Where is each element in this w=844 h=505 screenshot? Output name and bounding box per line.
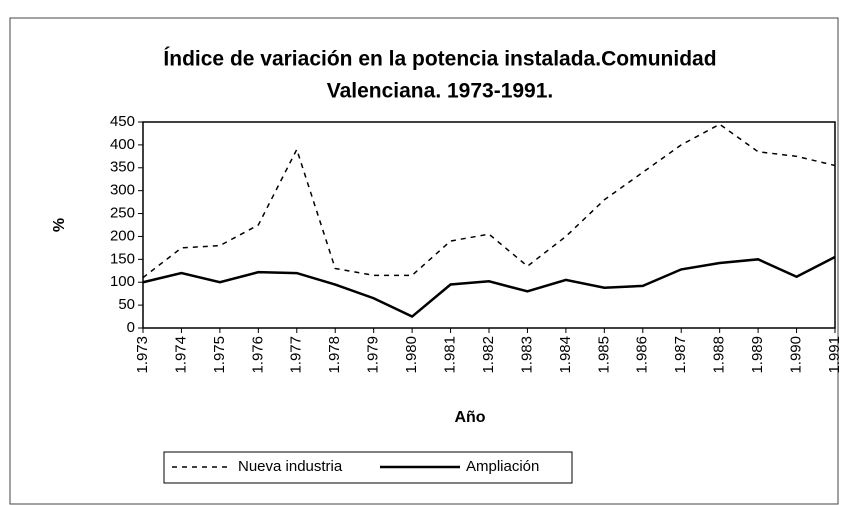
- x-tick-label: 1.988: [711, 336, 728, 374]
- x-tick-label: 1.979: [365, 336, 382, 374]
- y-tick-label: 250: [110, 205, 135, 222]
- y-tick-label: 400: [110, 136, 135, 153]
- y-tick-label: 300: [110, 182, 135, 199]
- legend-label: Nueva industria: [238, 458, 343, 475]
- x-tick-label: 1.985: [595, 336, 612, 374]
- x-tick-label: 1.981: [442, 336, 459, 374]
- chart-title: Índice de variación en la potencia insta…: [163, 48, 716, 71]
- y-tick-label: 150: [110, 250, 135, 267]
- data-line: [142, 255, 836, 319]
- x-axis-label: Año: [454, 409, 485, 426]
- x-tick-label: 1.986: [634, 336, 651, 374]
- data-line: [142, 123, 836, 279]
- x-tick-label: 1.977: [288, 336, 305, 374]
- x-tick-label: 1.984: [557, 336, 574, 374]
- x-tick-label: 1.973: [134, 336, 151, 374]
- y-axis-label: %: [51, 218, 68, 232]
- x-tick-label: 1.980: [403, 336, 420, 374]
- y-tick-label: 200: [110, 227, 135, 244]
- legend-label: Ampliación: [466, 458, 539, 475]
- y-tick-label: 0: [127, 319, 135, 336]
- x-tick-label: 1.978: [326, 336, 343, 374]
- y-tick-label: 350: [110, 159, 135, 176]
- x-tick-label: 1.991: [826, 336, 843, 374]
- chart-frame: [9, 17, 839, 505]
- y-tick-label: 450: [110, 113, 135, 130]
- x-tick-label: 1.987: [672, 336, 689, 374]
- y-tick-label: 100: [110, 273, 135, 290]
- plot-area: [142, 121, 836, 329]
- x-tick-label: 1.974: [172, 336, 189, 374]
- x-tick-label: 1.990: [788, 336, 805, 374]
- x-tick-label: 1.983: [518, 336, 535, 374]
- y-tick-label: 50: [118, 296, 135, 313]
- chart-title: Valenciana. 1973-1991.: [327, 80, 554, 103]
- x-tick-label: 1.976: [249, 336, 266, 374]
- legend-box: [163, 451, 573, 484]
- x-tick-label: 1.975: [211, 336, 228, 374]
- x-tick-label: 1.982: [480, 336, 497, 374]
- x-tick-label: 1.989: [749, 336, 766, 374]
